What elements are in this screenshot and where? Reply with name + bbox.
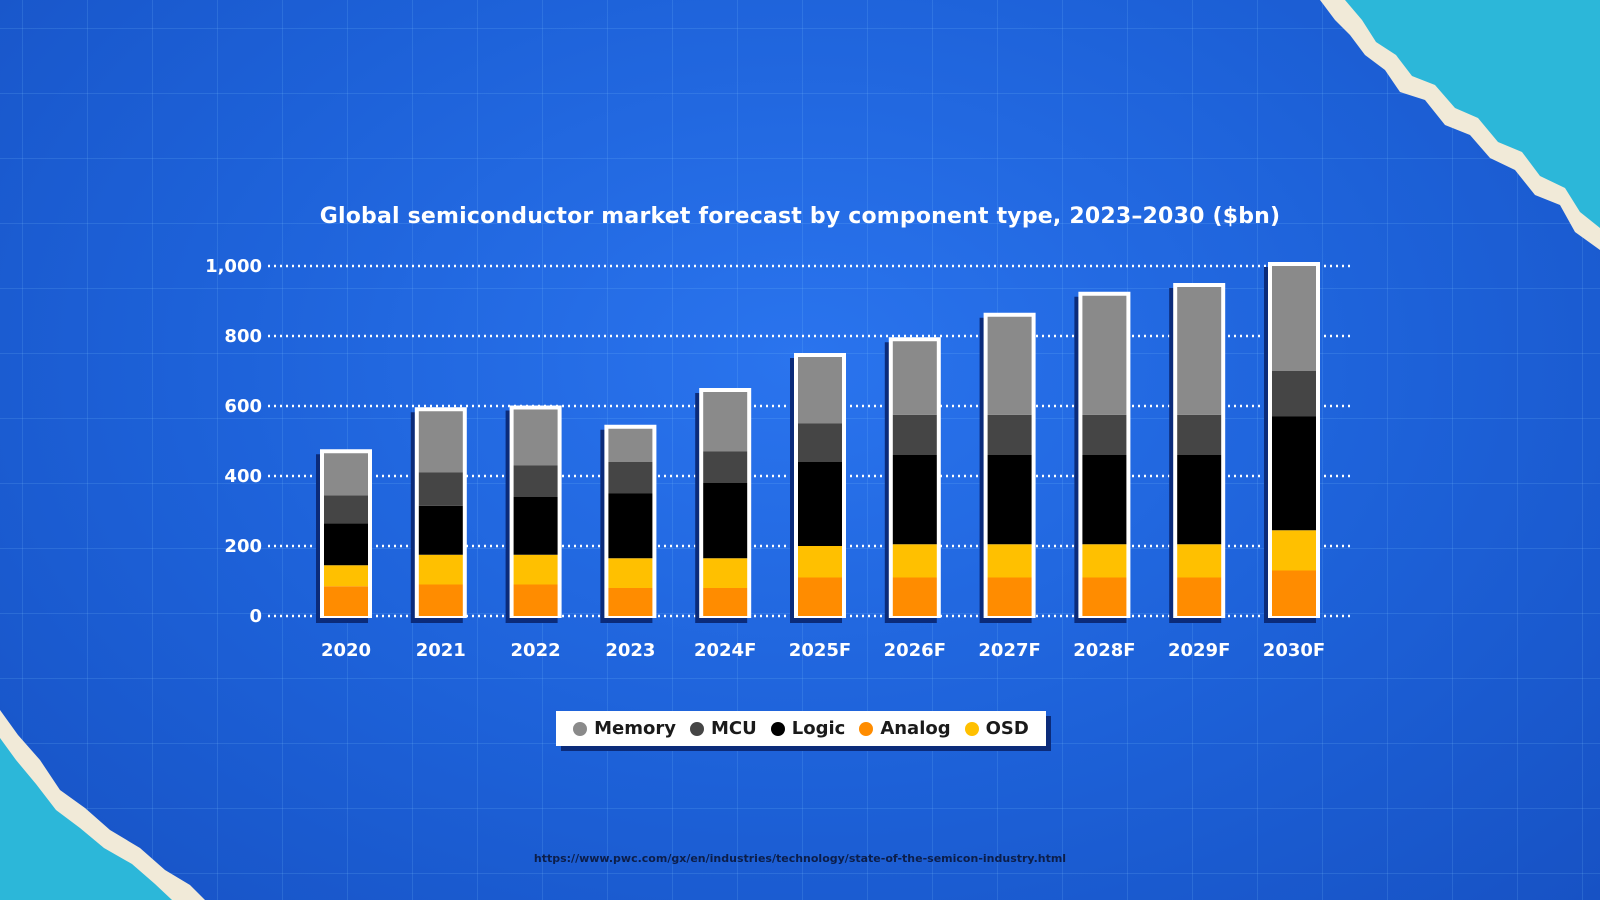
bar-segment-mcu-2026f xyxy=(892,414,937,455)
legend-label: MCU xyxy=(711,718,757,739)
bar-segment-osd-2025f xyxy=(798,546,842,578)
bar-segment-mcu-2028f xyxy=(1082,414,1127,455)
bar-segment-osd-2027f xyxy=(987,544,1032,578)
bar-segment-analog-2024f xyxy=(703,588,748,616)
x-tick-label: 2024F xyxy=(694,640,756,661)
bar-segment-memory-2029f xyxy=(1177,287,1222,415)
x-tick-label: 2026F xyxy=(884,640,946,661)
y-tick-label: 1,000 xyxy=(205,256,262,277)
legend-label: Memory xyxy=(594,718,676,739)
bar-segment-mcu-2030f xyxy=(1272,371,1316,417)
y-tick-label: 400 xyxy=(224,466,262,487)
legend-label: OSD xyxy=(985,718,1029,739)
bar-segment-logic-2024f xyxy=(703,483,748,559)
bar-segment-analog-2028f xyxy=(1082,577,1127,616)
x-tick-label: 2023 xyxy=(605,640,655,661)
bar-segment-logic-2029f xyxy=(1177,455,1222,545)
y-tick-label: 0 xyxy=(249,606,262,627)
bar-segment-memory-2025f xyxy=(798,357,842,424)
bar-segment-mcu-2020 xyxy=(324,495,368,524)
bar-segment-logic-2025f xyxy=(798,462,842,546)
bar-segment-mcu-2027f xyxy=(987,414,1032,455)
bar-segment-mcu-2022 xyxy=(513,465,558,497)
bar-segment-osd-2030f xyxy=(1272,530,1316,571)
legend-item-memory: Memory xyxy=(573,718,676,739)
legend-item-mcu: MCU xyxy=(690,718,757,739)
source-url: https://www.pwc.com/gx/en/industries/tec… xyxy=(533,852,1067,865)
bar-segment-analog-2022 xyxy=(513,584,558,616)
x-tick-label: 2025F xyxy=(789,640,851,661)
bar-segment-osd-2023 xyxy=(608,558,653,588)
bar-segment-logic-2023 xyxy=(608,493,653,559)
legend-swatch xyxy=(770,721,785,736)
bar-segment-mcu-2025f xyxy=(798,423,842,462)
bar-segment-memory-2028f xyxy=(1082,295,1127,415)
bar-segment-memory-2030f xyxy=(1272,266,1316,371)
bar-segment-analog-2026f xyxy=(892,577,937,616)
bar-segment-analog-2027f xyxy=(987,577,1032,616)
bar-segment-memory-2026f xyxy=(892,341,937,415)
bar-segment-analog-2029f xyxy=(1177,577,1222,616)
legend-item-analog: Analog xyxy=(859,718,951,739)
y-tick-label: 600 xyxy=(224,396,262,417)
bar-segment-osd-2021 xyxy=(418,554,463,585)
legend-swatch xyxy=(573,721,588,736)
bar-segment-osd-2029f xyxy=(1177,544,1222,578)
x-tick-label: 2027F xyxy=(978,640,1040,661)
bar-segment-analog-2021 xyxy=(418,584,463,616)
legend-swatch xyxy=(690,721,704,736)
bar-segment-logic-2027f xyxy=(987,455,1032,545)
bar-segment-memory-2020 xyxy=(324,453,368,496)
legend-item-osd: OSD xyxy=(964,718,1029,739)
bar-segment-logic-2020 xyxy=(324,523,368,566)
bar-segment-osd-2024f xyxy=(703,558,748,588)
x-tick-label: 2020 xyxy=(321,640,371,661)
bar-segment-logic-2028f xyxy=(1082,455,1127,545)
legend-item-logic: Logic xyxy=(770,718,846,739)
bar-segment-mcu-2029f xyxy=(1177,414,1222,455)
bar-segment-mcu-2021 xyxy=(418,472,463,506)
bar-segment-analog-2020 xyxy=(324,586,368,616)
bar-segment-mcu-2024f xyxy=(703,451,748,483)
bar-segment-memory-2021 xyxy=(418,411,463,473)
bar-segment-memory-2022 xyxy=(513,409,558,466)
bar-segment-analog-2025f xyxy=(798,577,842,616)
x-tick-label: 2028F xyxy=(1073,640,1135,661)
legend-label: Logic xyxy=(791,718,846,739)
chart-legend: Memory MCU Logic Analog OSD xyxy=(556,711,1046,746)
x-tick-label: 2021 xyxy=(416,640,466,661)
bar-segment-osd-2028f xyxy=(1082,544,1127,578)
bar-segment-mcu-2023 xyxy=(608,462,653,494)
bar-segment-osd-2026f xyxy=(892,544,937,578)
bar-segment-memory-2024f xyxy=(703,392,748,452)
legend-swatch xyxy=(964,721,979,736)
x-tick-label: 2029F xyxy=(1168,640,1230,661)
x-tick-label: 2030F xyxy=(1263,640,1325,661)
y-tick-label: 200 xyxy=(224,536,262,557)
bar-segment-logic-2030f xyxy=(1272,416,1316,531)
legend-label: Analog xyxy=(880,718,951,739)
bar-segment-analog-2030f xyxy=(1272,570,1316,616)
bar-segment-analog-2023 xyxy=(608,588,653,616)
chart-title: Global semiconductor market forecast by … xyxy=(319,204,1281,229)
legend-swatch xyxy=(859,721,874,736)
bar-segment-memory-2023 xyxy=(608,428,653,462)
y-tick-label: 800 xyxy=(224,326,262,347)
bar-segment-osd-2020 xyxy=(324,565,368,587)
x-tick-label: 2022 xyxy=(511,640,561,661)
bar-segment-logic-2026f xyxy=(892,455,937,545)
bar-segment-memory-2027f xyxy=(987,316,1032,415)
bar-segment-logic-2021 xyxy=(418,505,463,555)
bar-segment-osd-2022 xyxy=(513,554,558,585)
bar-segment-logic-2022 xyxy=(513,497,558,555)
